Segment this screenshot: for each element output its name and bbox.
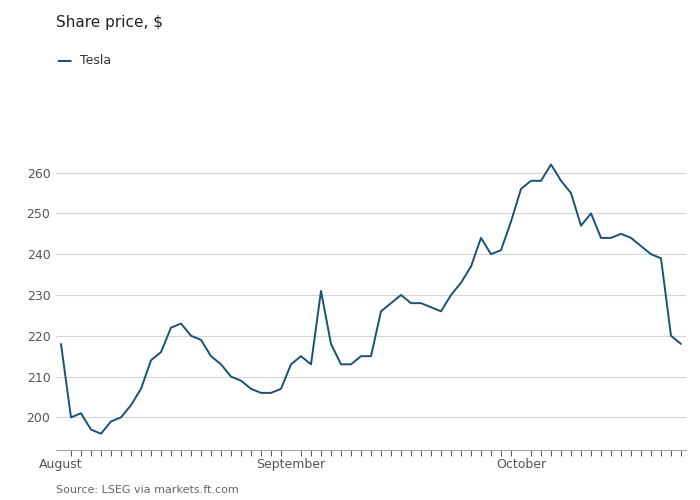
Text: Tesla: Tesla <box>80 54 111 66</box>
Text: —: — <box>56 52 71 68</box>
Text: Share price, $: Share price, $ <box>56 15 163 30</box>
Text: Source: LSEG via markets.ft.com: Source: LSEG via markets.ft.com <box>56 485 239 495</box>
